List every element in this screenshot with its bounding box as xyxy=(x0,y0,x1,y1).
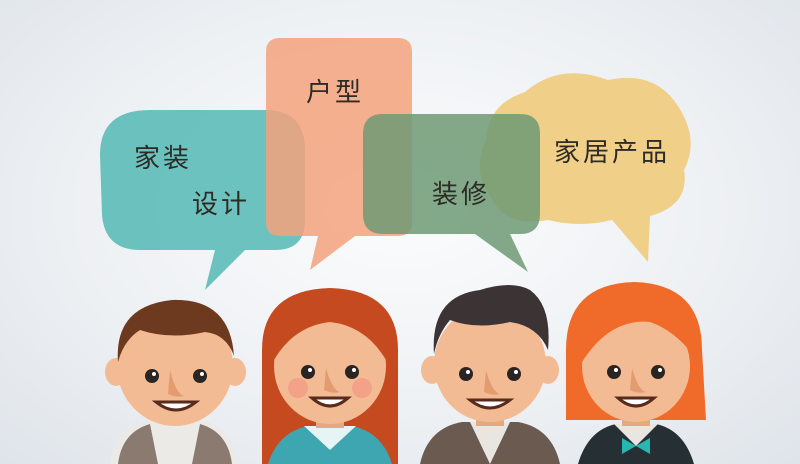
green-bubble-shape xyxy=(363,114,540,272)
man-nose xyxy=(484,370,500,395)
teal-bubble-text-line2: 设计 xyxy=(192,190,251,220)
boy-nose xyxy=(168,370,184,397)
man-eye-right-glint xyxy=(514,370,518,374)
redhead-eye-left-glint xyxy=(614,368,618,372)
girl-eye-left-glint xyxy=(308,368,312,372)
character-man xyxy=(420,285,560,464)
girl-eye-left xyxy=(301,365,315,379)
green-bubble-text: 装修 xyxy=(432,180,491,210)
girl-nose xyxy=(324,368,340,393)
boy-vest-left xyxy=(118,424,158,464)
redhead-eye-right xyxy=(651,365,665,379)
boy-eye-right-glint xyxy=(200,372,204,376)
girl-cheek-right xyxy=(352,378,372,398)
man-eye-left-glint xyxy=(466,370,470,374)
redhead-face xyxy=(582,310,690,422)
man-mouth xyxy=(465,398,515,410)
teal-speech-bubble xyxy=(100,110,305,290)
boy-eye-left xyxy=(145,369,159,383)
boy-eye-left-glint xyxy=(152,372,156,376)
orange-bubble-text: 户型 xyxy=(306,78,365,108)
man-eye-right xyxy=(507,367,521,381)
girl-cheek-left xyxy=(288,378,308,398)
yellow-bubble-text: 家居产品 xyxy=(554,138,671,168)
redhead-eye-left xyxy=(607,365,621,379)
girl-mouth xyxy=(308,396,352,408)
redhead-eye-right-glint xyxy=(658,368,662,372)
girl-eye-right-glint xyxy=(352,368,356,372)
green-speech-bubble xyxy=(363,114,540,272)
girl-eye-right xyxy=(345,365,359,379)
redhead-collar xyxy=(614,424,658,446)
boy-face xyxy=(117,306,233,426)
girl-bangs xyxy=(273,296,387,360)
girl-collar xyxy=(304,426,356,450)
character-redhead xyxy=(566,282,706,464)
boy-eye-right xyxy=(193,369,207,383)
character-boy xyxy=(105,299,246,464)
redhead-nose xyxy=(630,368,646,393)
boy-vest-right xyxy=(192,424,232,464)
boy-mouth xyxy=(151,400,201,412)
man-eye-left xyxy=(459,367,473,381)
teal-bubble-shape xyxy=(100,110,305,290)
teal-bubble-text-line1: 家装 xyxy=(134,144,193,174)
redhead-mouth xyxy=(614,396,658,408)
man-shirt xyxy=(470,422,510,464)
character-girl xyxy=(262,288,398,464)
man-hair xyxy=(433,285,549,354)
redhead-bow xyxy=(622,438,650,454)
man-face xyxy=(434,306,546,422)
redhead-bangs xyxy=(581,292,695,362)
boy-hair xyxy=(117,299,234,362)
